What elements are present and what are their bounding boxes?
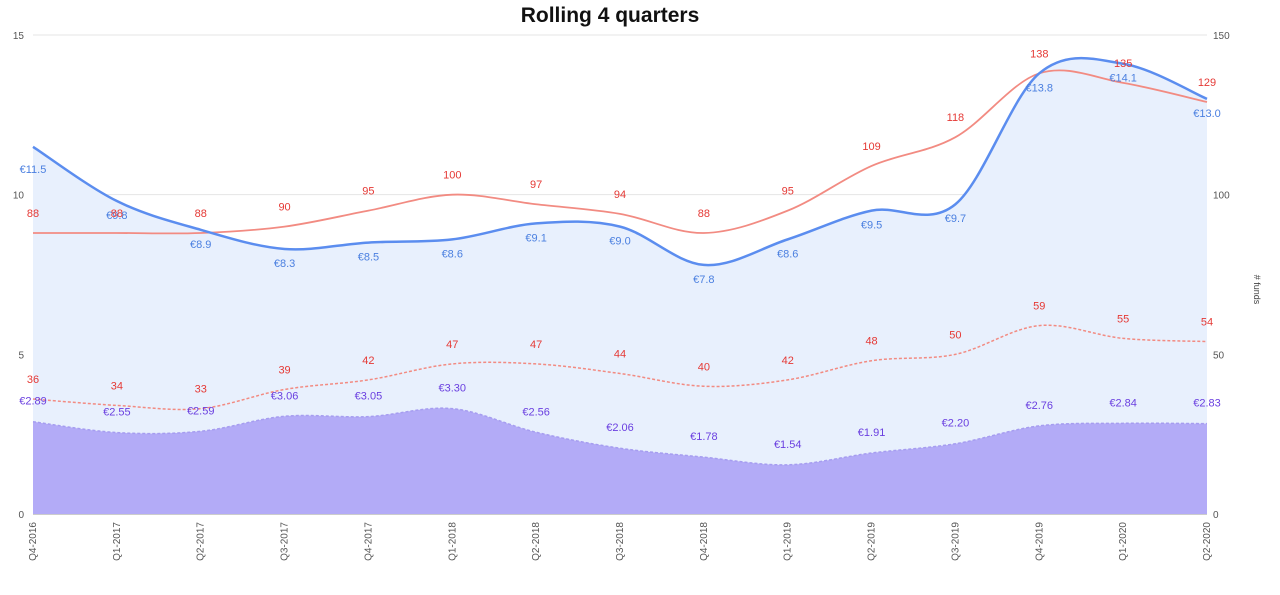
data-label-blue: €11.5 (20, 164, 47, 176)
data-label-red: 88 (27, 208, 39, 220)
data-label-blue: €14.1 (1109, 73, 1137, 85)
data-label-blue: €7.8 (693, 274, 714, 286)
data-label-red: 88 (111, 208, 123, 220)
series-blue-line (32, 56, 1208, 267)
data-label-blue: €9.8 (106, 210, 127, 222)
x-tick-label: Q4-2018 (699, 522, 710, 561)
data-label-purple: €3.05 (355, 391, 383, 403)
y-right-tick-label: 100 (1213, 191, 1230, 202)
chart-title: Rolling 4 quarters (521, 4, 700, 27)
x-tick-label: Q1-2019 (783, 522, 794, 561)
data-label-red-dashed: 33 (195, 384, 207, 396)
data-label-purple: €1.54 (774, 439, 802, 451)
series-purple-area (33, 408, 1207, 514)
data-label-purple: €2.83 (1193, 398, 1221, 410)
data-label-purple: €2.55 (103, 407, 131, 419)
area-layer (33, 58, 1207, 514)
x-tick-label: Q3-2018 (615, 522, 626, 561)
data-label-red: 118 (947, 112, 965, 124)
data-label-red: 109 (862, 141, 880, 153)
data-label-purple: €2.06 (606, 422, 634, 434)
x-tick-label: Q2-2018 (531, 522, 542, 561)
x-tick-label: Q4-2019 (1034, 522, 1045, 561)
data-label-red: 97 (530, 179, 542, 191)
data-label-red: 129 (1198, 77, 1216, 89)
data-label-red: 100 (443, 170, 461, 182)
data-label-red-dashed: 55 (1117, 313, 1129, 325)
y-right-tick-label: 50 (1213, 350, 1225, 361)
data-label-layer: €11.5 €9.8 €8.9 €8.3 €8.5 €8.6 €9.1 €9.0 €7.8 €8.… (19, 48, 1221, 451)
data-label-blue: €9.7 (945, 213, 966, 225)
data-label-red-dashed: 40 (698, 361, 710, 373)
x-tick-label: Q1-2020 (1118, 522, 1129, 561)
data-label-purple: €1.78 (690, 431, 718, 443)
x-tick-label: Q2-2020 (1202, 522, 1213, 561)
data-label-blue: €13.8 (1026, 82, 1054, 94)
x-tick-label: Q3-2017 (280, 522, 291, 561)
line-layer (32, 56, 1208, 466)
data-label-red: 138 (1030, 48, 1048, 60)
data-label-blue: €8.6 (777, 248, 798, 260)
series-blue-area (33, 58, 1207, 514)
data-label-blue: €9.1 (525, 232, 546, 244)
x-tick-label: Q1-2017 (112, 522, 123, 561)
y-left-tick-label: 5 (18, 350, 24, 361)
data-label-blue: €9.5 (861, 220, 882, 232)
data-label-red: 88 (195, 208, 207, 220)
y-left-tick-label: 10 (13, 191, 25, 202)
series-purple-outline (32, 407, 1208, 466)
data-label-red: 94 (614, 189, 626, 201)
data-label-red-dashed: 34 (111, 380, 123, 392)
data-label-purple: €2.59 (187, 405, 215, 417)
x-tick-label: Q3-2019 (950, 522, 961, 561)
data-label-purple: €3.30 (439, 383, 467, 395)
data-label-red-dashed: 42 (782, 355, 794, 367)
x-tick-label: Q1-2018 (447, 522, 458, 561)
data-label-purple: €1.91 (858, 427, 886, 439)
data-label-red-dashed: 50 (949, 329, 961, 341)
data-label-blue: €13.0 (1193, 108, 1221, 120)
data-label-blue: €8.6 (442, 248, 463, 260)
data-label-red-dashed: 54 (1201, 317, 1213, 329)
data-label-blue: €8.3 (274, 258, 295, 270)
x-tick-label: Q4-2016 (28, 522, 39, 561)
data-label-purple: €2.76 (1026, 400, 1054, 412)
data-label-red: 95 (782, 186, 794, 198)
x-tick-label: Q4-2017 (363, 522, 374, 561)
data-label-red-dashed: 47 (446, 339, 458, 351)
y-left-tick-label: 15 (13, 31, 25, 42)
data-label-purple: €3.06 (271, 390, 299, 402)
series-red-line (33, 69, 1208, 235)
y-left-tick-label: 0 (18, 510, 24, 521)
data-label-purple: €2.20 (942, 418, 970, 430)
data-label-purple: €2.89 (19, 396, 47, 408)
data-label-purple: €2.84 (1109, 397, 1137, 409)
data-label-red-dashed: 47 (530, 339, 542, 351)
data-label-red-dashed: 42 (362, 355, 374, 367)
data-label-red: 88 (698, 208, 710, 220)
data-label-purple: €2.56 (522, 406, 550, 418)
data-label-blue: €9.0 (609, 236, 630, 248)
data-label-red-dashed: 44 (614, 348, 626, 360)
y-right-axis-label: # funds (1252, 275, 1262, 305)
y-right-tick-label: 0 (1213, 510, 1219, 521)
data-label-blue: €8.9 (190, 239, 211, 251)
x-tick-label: Q2-2019 (867, 522, 878, 561)
data-label-red: 95 (362, 186, 374, 198)
x-tick-label: Q2-2017 (196, 522, 207, 561)
data-label-red-dashed: 36 (27, 374, 39, 386)
data-label-red: 90 (278, 202, 290, 214)
data-label-red-dashed: 59 (1033, 301, 1045, 313)
data-label-red: 135 (1114, 58, 1132, 70)
series-red-dashed-line (32, 324, 1208, 411)
data-label-red-dashed: 39 (278, 364, 290, 376)
data-label-blue: €8.5 (358, 252, 379, 264)
data-label-red-dashed: 48 (865, 336, 877, 348)
y-right-tick-label: 150 (1213, 31, 1230, 42)
